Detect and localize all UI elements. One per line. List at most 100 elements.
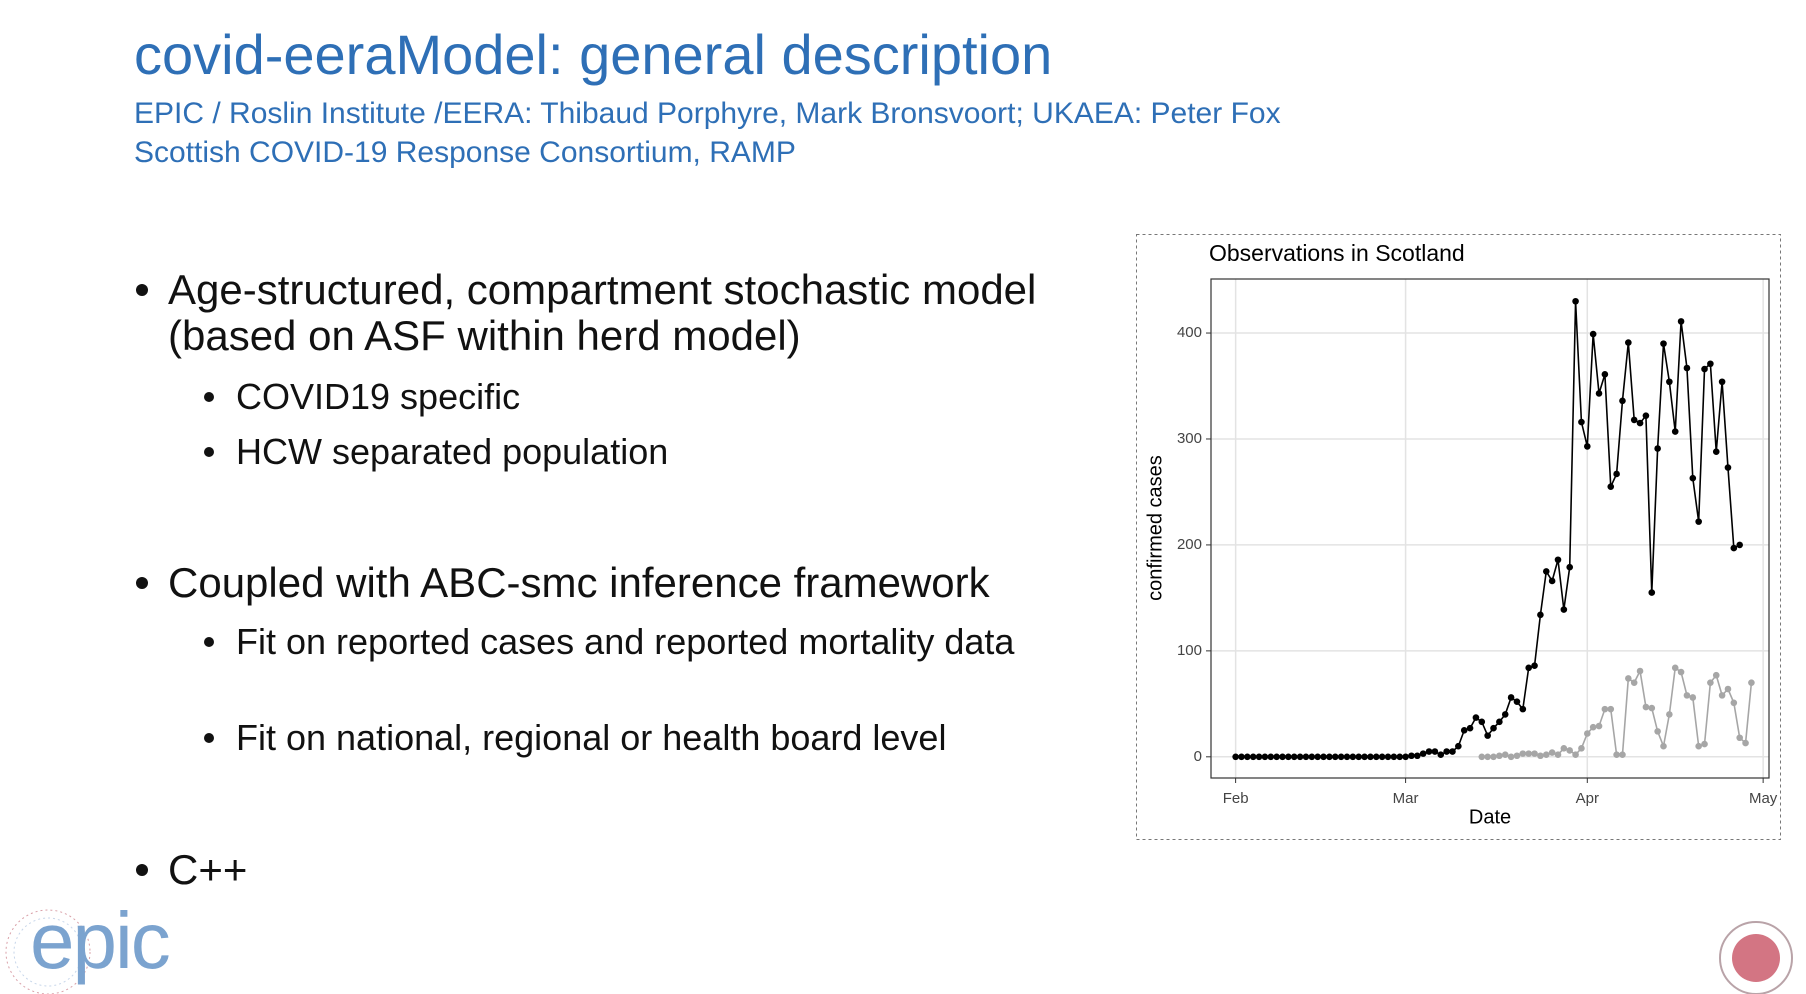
data-point (1273, 753, 1280, 761)
data-point (1707, 679, 1714, 686)
data-point (1718, 378, 1726, 386)
data-point (1648, 704, 1656, 712)
logo-text: epic (30, 896, 171, 985)
data-point (1689, 694, 1697, 701)
data-point (1748, 679, 1755, 686)
data-point (1701, 365, 1708, 373)
bullet-dot (204, 733, 214, 743)
y-tick-label: 300 (1177, 430, 1202, 447)
data-point (1537, 752, 1544, 760)
data-point (1578, 418, 1585, 426)
data-point (1542, 568, 1550, 575)
data-point (1390, 753, 1398, 761)
data-point (1285, 753, 1292, 761)
data-point (1484, 753, 1491, 761)
y-tick-label: 200 (1177, 536, 1202, 553)
data-point (1396, 753, 1404, 761)
data-point (1636, 419, 1644, 427)
data-point (1296, 753, 1304, 761)
data-point (1724, 464, 1732, 471)
data-point (1378, 753, 1386, 761)
data-point (1671, 428, 1679, 435)
data-point (1707, 360, 1714, 368)
data-point (1308, 753, 1316, 761)
crest-shield (1732, 934, 1780, 982)
data-point (1648, 589, 1656, 596)
data-point (1595, 722, 1603, 730)
data-point (1724, 685, 1732, 693)
bullet: C++ (168, 846, 248, 893)
y-tick-label: 400 (1177, 324, 1202, 341)
x-axis-label: Date (1469, 806, 1511, 828)
data-point (1654, 728, 1661, 735)
data-point (1496, 718, 1503, 726)
y-tick-label: 100 (1177, 642, 1202, 659)
data-point (1572, 297, 1579, 305)
data-point (1449, 748, 1456, 755)
data-point (1355, 753, 1363, 761)
data-point (1501, 711, 1509, 718)
data-point (1601, 371, 1609, 378)
data-point (1695, 742, 1702, 750)
data-point (1455, 742, 1462, 750)
data-point (1255, 753, 1263, 761)
bullet: Coupled with ABC-smc inference framework (168, 559, 990, 606)
sub-bullet: Fit on national, regional or health boar… (236, 717, 947, 758)
data-point (1320, 753, 1327, 761)
crest-ring (1719, 921, 1793, 994)
data-point (1478, 753, 1486, 761)
data-point (1331, 753, 1339, 761)
data-point (1554, 751, 1562, 758)
sub-bullet: Fit on reported cases and reported morta… (236, 621, 1015, 662)
data-point (1460, 727, 1468, 734)
data-point (1566, 747, 1574, 754)
data-point (1326, 753, 1333, 761)
data-point (1484, 732, 1491, 739)
data-point (1736, 541, 1743, 549)
bullet-dot (136, 577, 148, 589)
data-point (1431, 748, 1439, 755)
chart-frame (1136, 234, 1781, 840)
data-point (1595, 390, 1603, 397)
sub-bullet: HCW separated population (236, 431, 669, 472)
data-point (1677, 318, 1685, 325)
data-point (1238, 753, 1245, 761)
data-point (1619, 751, 1626, 758)
data-point (1636, 667, 1644, 675)
data-point (1466, 724, 1474, 732)
data-point (1660, 340, 1667, 347)
data-point (1560, 745, 1568, 752)
data-point (1677, 668, 1685, 676)
sub-bullet: COVID19 specific (236, 376, 521, 417)
bullet-dot (136, 864, 148, 876)
data-point (1642, 703, 1650, 711)
data-point (1583, 443, 1591, 450)
data-point (1279, 753, 1286, 761)
data-point (1554, 556, 1562, 564)
data-point (1613, 470, 1620, 478)
logo-ring (13, 917, 83, 987)
data-point (1572, 751, 1579, 758)
bullet: Age-structured, compartment stochastic m… (168, 266, 1037, 360)
data-point (1419, 750, 1427, 757)
data-point (1337, 753, 1345, 761)
chart-title: Observations in Scotland (1209, 240, 1465, 266)
data-point (1408, 752, 1415, 760)
data-point (1507, 694, 1515, 701)
data-point (1548, 577, 1556, 585)
data-point (1607, 705, 1615, 713)
data-point (1619, 397, 1626, 405)
data-point (1625, 339, 1632, 346)
data-point (1542, 751, 1550, 758)
data-point (1414, 752, 1421, 760)
data-point (1478, 718, 1486, 726)
crest (1719, 921, 1793, 994)
data-point (1642, 412, 1650, 419)
data-point (1671, 664, 1679, 672)
data-point (1443, 748, 1450, 755)
data-point (1712, 671, 1720, 679)
data-point (1531, 662, 1538, 669)
data-point (1525, 664, 1532, 672)
data-point (1249, 753, 1257, 761)
data-point (1302, 753, 1310, 761)
